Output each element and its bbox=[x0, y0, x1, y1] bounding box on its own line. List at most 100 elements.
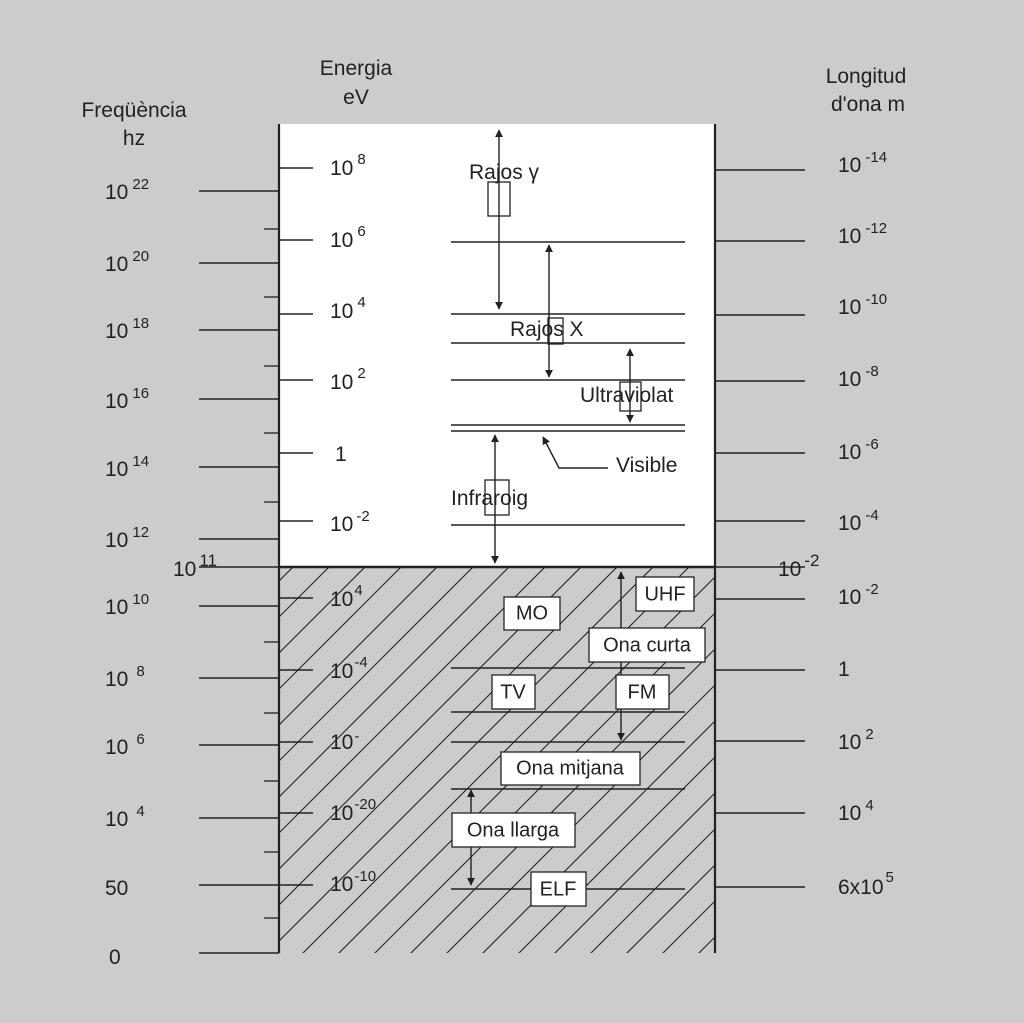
band-label-uhf: UHF bbox=[644, 583, 685, 605]
band-box-mo: MO bbox=[503, 596, 561, 631]
band-label-tv: TV bbox=[500, 681, 526, 703]
frequency-labels: 10 22 10 20 10 18 10 16 10 14 10 12 10 10 10 8 1… bbox=[105, 176, 217, 969]
energy-title: Energia bbox=[320, 57, 393, 80]
energy-label: 10-10 bbox=[330, 868, 376, 896]
band-label-infrared: Infraroig bbox=[451, 487, 528, 510]
hatch-line bbox=[482, 720, 715, 953]
hatch-line bbox=[279, 567, 654, 942]
band-label-medium-wave: Ona mitjana bbox=[516, 757, 625, 779]
arrow-box bbox=[547, 317, 564, 345]
energy-label: 10 6 bbox=[330, 223, 366, 252]
wavelength-label: 10 -8 bbox=[838, 363, 879, 391]
energy-label: 10 -2 bbox=[330, 508, 370, 536]
band-label-fm: FM bbox=[628, 681, 657, 703]
band-box-elf: ELF bbox=[530, 871, 587, 907]
energy-label: 10-20 bbox=[330, 796, 376, 825]
freq-label: 10 20 bbox=[105, 248, 149, 276]
freq-label: 0 bbox=[109, 946, 121, 969]
band-label-gamma: Rajos γ bbox=[469, 161, 540, 184]
axis-ticks bbox=[199, 167, 805, 954]
energy-label: 10-4 bbox=[330, 654, 368, 683]
hatch-line bbox=[554, 792, 715, 953]
wavelength-label: 10 -14 bbox=[838, 149, 887, 177]
wl-boundary-label: 10 -2 bbox=[778, 551, 819, 581]
hatch-line bbox=[0, 500, 324, 1000]
hatch-line bbox=[0, 500, 180, 1000]
band-label-ultraviolet: Ultraviolat bbox=[580, 384, 674, 407]
freq-label: 10 6 bbox=[105, 731, 145, 759]
freq-label: 10 4 bbox=[105, 803, 145, 831]
energy-label: 104 bbox=[330, 582, 363, 611]
freq-label: 10 12 bbox=[105, 524, 149, 552]
wavelength-label: 10 -6 bbox=[838, 436, 879, 464]
hatch-line bbox=[0, 500, 108, 1000]
arrow-box bbox=[487, 181, 511, 217]
energy-label: 10- bbox=[330, 728, 359, 754]
hatch-line bbox=[279, 567, 510, 798]
band-box-short-wave: Ona curta bbox=[588, 627, 706, 663]
band-lines bbox=[451, 241, 685, 890]
hatched-region bbox=[0, 500, 1024, 1000]
wavelength-label: 10 2 bbox=[838, 726, 874, 754]
wavelength-title: Longitud bbox=[826, 65, 907, 88]
hatch-line bbox=[518, 756, 715, 953]
freq-label: 10 18 bbox=[105, 315, 149, 343]
energy-label: 1 bbox=[335, 443, 347, 466]
freq-label: 10 16 bbox=[105, 385, 149, 413]
hatch-line bbox=[0, 500, 288, 1000]
hatch-line bbox=[338, 576, 715, 953]
freq-label: 10 10 bbox=[105, 591, 149, 619]
wavelength-label: 1 bbox=[838, 658, 850, 681]
energy-labels: 10 8 10 6 10 4 10 2 1 10 -2 104 10-4 10- 10-2… bbox=[330, 151, 376, 896]
hatch-line bbox=[279, 567, 402, 690]
wavelength-label: 10 4 bbox=[838, 797, 874, 825]
hatch-line bbox=[796, 500, 1024, 1000]
wavelength-label: 10 -10 bbox=[838, 291, 887, 319]
wavelength-label: 10 -2 bbox=[838, 581, 879, 609]
band-label-long-wave: Ona llarga bbox=[467, 819, 560, 841]
wavelength-labels: 10 -14 10 -12 10 -10 10 -8 10 -6 10 -4 10 -2 1 … bbox=[778, 149, 894, 899]
hatch-line bbox=[374, 612, 715, 953]
hatch-line bbox=[626, 864, 715, 953]
hatch-line bbox=[279, 567, 330, 618]
band-label-xray: Rajos X bbox=[510, 318, 584, 341]
freq-label: 10 8 bbox=[105, 663, 145, 691]
hatch-line bbox=[279, 567, 438, 726]
hatch-line bbox=[0, 500, 72, 1000]
hatch-line bbox=[279, 567, 474, 762]
hatch-line bbox=[724, 500, 1024, 1000]
freq-label: 10 14 bbox=[105, 453, 149, 481]
band-label-visible: Visible bbox=[616, 454, 677, 477]
hatch-line bbox=[279, 567, 618, 906]
band-label-elf: ELF bbox=[540, 878, 577, 900]
energy-label: 10 2 bbox=[330, 365, 366, 394]
band-box-medium-wave: Ona mitjana bbox=[500, 751, 641, 786]
band-label-short-wave: Ona curta bbox=[603, 634, 692, 656]
band-box-fm: FM bbox=[615, 674, 670, 710]
hatch-line bbox=[279, 567, 366, 654]
arrow-box bbox=[619, 381, 642, 412]
freq-boundary-label: 10 11 bbox=[173, 551, 217, 581]
hatch-line bbox=[662, 900, 715, 953]
band-box-tv: TV bbox=[491, 674, 536, 710]
hatch-line bbox=[410, 648, 715, 953]
frequency-unit: hz bbox=[123, 127, 145, 150]
freq-label: 10 22 bbox=[105, 176, 149, 204]
energy-unit: eV bbox=[343, 86, 369, 109]
wavelength-unit: d'ona m bbox=[831, 93, 905, 116]
band-box-uhf: UHF bbox=[635, 576, 695, 612]
hatch-line bbox=[279, 567, 582, 870]
hatch-line bbox=[279, 567, 546, 834]
wavelength-label: 10 -4 bbox=[838, 507, 879, 535]
hatch-line bbox=[446, 684, 715, 953]
freq-label: 50 bbox=[105, 877, 128, 900]
band-box-long-wave: Ona llarga bbox=[451, 812, 576, 848]
band-label-mo: MO bbox=[516, 602, 548, 624]
visible-pointer bbox=[542, 436, 608, 469]
energy-label: 10 8 bbox=[330, 151, 366, 180]
frequency-title: Freqüència bbox=[81, 99, 186, 122]
hatch-line bbox=[0, 500, 36, 1000]
